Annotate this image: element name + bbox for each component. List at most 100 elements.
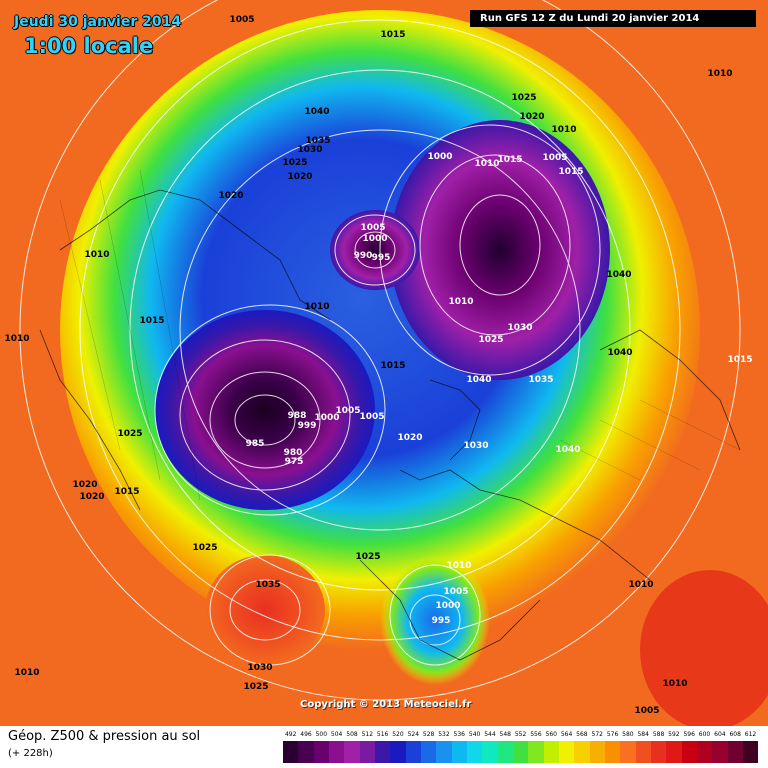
pressure-label: 1010 — [474, 159, 500, 169]
scale-swatch — [589, 741, 605, 763]
scale-swatch — [374, 741, 391, 763]
pressure-label: 1025 — [243, 682, 269, 692]
scale-swatch — [727, 741, 743, 763]
scale-label: 528 — [422, 731, 435, 738]
scale-label: 520 — [392, 731, 404, 738]
pressure-label: 1010 — [707, 69, 733, 79]
color-scale: 492 496 500 504 508 512 516 520 524 528 532 536 540 5… — [283, 730, 759, 766]
pressure-label: 1005 — [443, 587, 469, 597]
scale-label: 552 — [514, 731, 527, 738]
pressure-label: 975 — [284, 457, 304, 467]
pressure-label: 1040 — [466, 375, 492, 385]
scale-swatch — [696, 741, 713, 763]
scale-label: 504 — [330, 731, 343, 738]
scale-label: 572 — [591, 731, 603, 738]
scale-label: 580 — [622, 731, 634, 738]
scale-swatch — [298, 741, 314, 763]
scale-label: 508 — [346, 731, 358, 738]
run-info: Run GFS 12 Z du Lundi 20 janvier 2014 — [470, 10, 756, 27]
scale-label: 608 — [729, 731, 741, 738]
scale-label: 584 — [637, 731, 649, 738]
pressure-label: 999 — [297, 421, 317, 431]
pressure-label: 1010 — [551, 125, 577, 135]
scale-label: 536 — [453, 731, 465, 738]
pressure-label: 1025 — [478, 335, 504, 345]
scale-swatch — [712, 741, 728, 763]
pressure-label: 1035 — [305, 136, 331, 146]
pressure-label: 1015 — [558, 167, 584, 177]
coastlines — [39, 189, 741, 661]
scale-label: 500 — [315, 731, 328, 738]
forecast-time: 1:00 locale — [24, 34, 154, 58]
scale-label: 516 — [376, 731, 389, 738]
scale-swatch — [512, 741, 529, 763]
pressure-label: 1015 — [380, 30, 406, 40]
pressure-label: 990 — [353, 251, 373, 261]
scale-swatch — [482, 741, 498, 763]
pressure-label: 1005 — [542, 153, 568, 163]
pressure-label: 1025 — [355, 552, 381, 562]
scale-swatch — [405, 741, 421, 763]
pressure-label: 1010 — [4, 334, 30, 344]
pressure-label: 1010 — [448, 297, 474, 307]
scale-swatch — [328, 741, 345, 763]
pressure-label: 1000 — [427, 152, 453, 162]
scale-swatch — [558, 741, 575, 763]
high-atlantic — [205, 555, 325, 665]
pressure-label: 995 — [431, 616, 451, 626]
pressure-label: 1020 — [79, 492, 105, 502]
pressure-label: 995 — [371, 253, 391, 263]
pressure-label: 1000 — [314, 413, 340, 423]
scale-label: 492 — [284, 731, 297, 738]
scale-label: 496 — [300, 731, 312, 738]
pressure-label: 1030 — [507, 323, 533, 333]
scale-label: 588 — [652, 731, 665, 738]
scale-label: 524 — [407, 731, 420, 738]
pressure-label: 1015 — [139, 316, 165, 326]
scale-label: 564 — [560, 731, 573, 738]
pressure-label: 1000 — [435, 601, 461, 611]
scale-label: 540 — [468, 731, 481, 738]
grid-lines — [59, 169, 741, 501]
copyright: Copyright © 2013 Meteociel.fr — [300, 699, 472, 710]
pressure-label: 1020 — [218, 191, 244, 201]
pressure-label: 1010 — [84, 250, 110, 260]
scale-label: 544 — [484, 731, 496, 738]
scale-swatch — [390, 741, 406, 763]
pressure-label: 1015 — [727, 355, 753, 365]
scale-swatch — [543, 741, 559, 763]
pressure-label: 1035 — [255, 580, 281, 590]
scale-swatch — [620, 741, 636, 763]
pressure-label: 1010 — [304, 302, 330, 312]
isobars — [19, 0, 741, 701]
scale-label: 556 — [530, 731, 542, 738]
weather-map — [19, 0, 768, 726]
pressure-label: 985 — [245, 439, 265, 449]
scale-label: 596 — [683, 731, 695, 738]
pressure-label: 1040 — [304, 107, 330, 117]
pressure-label: 1025 — [511, 93, 537, 103]
scale-label: 592 — [668, 731, 680, 738]
pressure-label: 1005 — [229, 15, 255, 25]
scale-label: 604 — [714, 731, 726, 738]
pressure-label: 1020 — [72, 480, 98, 490]
pressure-label: 1010 — [14, 668, 40, 678]
scale-swatch — [420, 741, 437, 763]
pressure-label: 1015 — [497, 155, 523, 165]
scale-swatch — [742, 741, 759, 763]
low-west — [155, 310, 375, 510]
pressure-label: 1005 — [359, 412, 385, 422]
scale-swatch — [313, 741, 329, 763]
pressure-label: 1030 — [297, 145, 323, 155]
scale-swatch — [283, 741, 299, 763]
pressure-label: 1040 — [607, 348, 633, 358]
scale-swatch — [497, 741, 513, 763]
scale-swatch — [574, 741, 590, 763]
pressure-label: 1005 — [335, 406, 361, 416]
pressure-label: 980 — [283, 448, 303, 458]
pressure-label: 1010 — [662, 679, 688, 689]
legend-bar: Géop. Z500 & pression au sol (+ 228h) 49… — [0, 726, 768, 768]
scale-label: 600 — [698, 731, 711, 738]
pressure-label: 1040 — [555, 445, 581, 455]
pressure-label: 988 — [287, 411, 307, 421]
